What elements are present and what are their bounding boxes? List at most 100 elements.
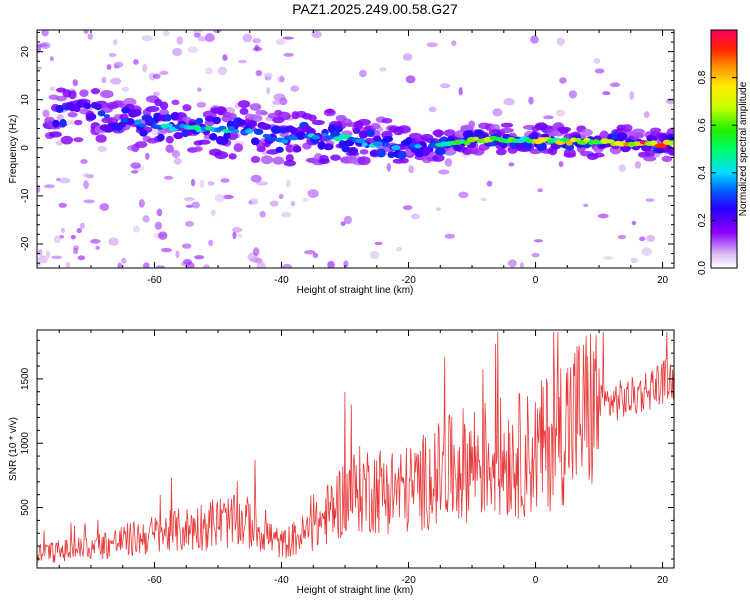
spectrogram-core-cell — [120, 118, 129, 123]
spectrogram-speckle — [37, 184, 41, 193]
colorbar-label: Normalized spectral amplitude — [738, 81, 749, 216]
spectrogram-cell — [249, 103, 262, 111]
spectrogram-speckle — [519, 262, 524, 268]
spectrogram-speckle — [53, 235, 62, 243]
spectrogram-speckle — [197, 87, 202, 93]
spectrogram-ylabel: Frequency (Hz) — [8, 115, 19, 184]
spectrogram-speckle — [232, 231, 237, 240]
spectrogram-core-cell — [355, 138, 366, 143]
spectrogram-speckle — [112, 39, 118, 46]
spectrogram-cell — [85, 112, 97, 121]
spectrogram-speckle — [405, 75, 416, 84]
spectrogram-cell — [352, 127, 361, 134]
spectrogram-core-cell — [288, 136, 299, 141]
spectrogram-speckle — [222, 54, 228, 61]
spectrogram-speckle — [72, 79, 78, 87]
spectrogram-cell — [325, 108, 335, 114]
spectrogram-speckle — [101, 76, 107, 84]
spectrogram-speckle — [108, 237, 119, 246]
spectrogram-speckle — [60, 227, 65, 234]
spectrogram-cell — [209, 133, 218, 141]
spectrogram-core-cell — [565, 140, 573, 146]
spectrogram-speckle — [559, 77, 567, 84]
spectrogram-speckle — [220, 178, 230, 183]
x-tick-label: -20 — [401, 275, 416, 286]
spectrogram-speckle — [255, 69, 263, 77]
colorbar-ticks: 0.0 0.2 0.4 0.6 0.8 — [697, 70, 737, 275]
spectrogram-speckle — [193, 32, 201, 38]
spectrogram-speckle — [80, 159, 88, 164]
spectrogram-speckle — [480, 197, 487, 202]
spectrogram-speckle — [171, 149, 181, 158]
spectrogram-core-cell — [232, 129, 240, 134]
spectrogram-speckle — [252, 46, 263, 52]
spectrogram-speckle — [528, 96, 534, 105]
spectrogram-cell — [323, 143, 334, 151]
spectrogram-cell — [157, 133, 165, 142]
spectrogram-cell — [499, 127, 514, 133]
spectrogram-cell — [197, 139, 211, 145]
spectrogram-speckle — [154, 221, 162, 230]
spectrogram-speckle — [311, 30, 322, 39]
spectrogram-cell — [239, 107, 249, 115]
spectrogram-speckle — [108, 52, 117, 58]
spectrogram-cell — [270, 125, 282, 134]
spectrogram-speckle — [159, 70, 169, 75]
spectrogram-speckle — [65, 261, 71, 268]
spectrogram-speckle — [327, 260, 335, 268]
spectrogram-speckle — [369, 250, 380, 260]
spectrogram-cell — [250, 155, 261, 164]
spectrogram-cell — [495, 148, 507, 156]
spectrogram-speckle — [492, 108, 503, 117]
spectrogram-cell — [387, 151, 396, 159]
spectrogram-cell — [564, 143, 575, 151]
y-tick-label: 1500 — [20, 367, 31, 390]
spectrogram-speckle — [272, 100, 283, 106]
spectrogram-cell — [145, 106, 160, 113]
spectrogram-speckle — [87, 33, 94, 40]
spectrogram-speckle — [643, 111, 650, 119]
spectrogram-cell — [432, 129, 445, 137]
spectrogram-speckle — [213, 30, 222, 34]
spectrogram-cell — [289, 127, 298, 135]
spectrogram-cell — [95, 134, 107, 143]
spectrogram-speckle — [185, 220, 195, 227]
spectrogram-cell — [255, 109, 267, 115]
spectrogram-cell — [60, 135, 74, 145]
spectrogram-speckle — [191, 201, 200, 209]
spectrogram-speckle — [82, 173, 90, 178]
spectrogram-speckle — [95, 246, 101, 250]
spectrogram-cell — [359, 149, 369, 155]
spectrogram-speckle — [266, 87, 271, 95]
spectrogram-speckle — [163, 175, 174, 180]
spectrogram-core-cell — [227, 125, 235, 132]
spectrogram-speckle — [396, 246, 403, 252]
spectrogram-cell — [237, 100, 251, 109]
spectrogram-cell — [285, 154, 294, 163]
spectrogram-cell — [228, 112, 237, 120]
spectrogram-cell — [632, 133, 644, 139]
spectrogram-speckle — [77, 255, 86, 261]
spectrogram-speckle — [269, 200, 279, 207]
spectrogram-speckle — [639, 236, 646, 242]
spectrogram-core-cell — [262, 133, 272, 139]
spectrogram-cell — [246, 120, 258, 128]
spectrogram-cell — [611, 132, 619, 140]
spectrogram-speckle — [503, 97, 515, 106]
snr-frame — [36, 329, 675, 569]
spectrogram-speckle — [618, 164, 626, 173]
spectrogram-cell — [347, 146, 359, 156]
spectrogram-speckle — [113, 61, 124, 68]
spectrogram-speckle — [282, 263, 293, 268]
spectrogram-cell — [55, 104, 64, 113]
spectrogram-xlabel: Height of straight line (km) — [297, 285, 414, 296]
spectrogram-speckle — [402, 205, 413, 211]
colorbar-tick-label: 0.6 — [697, 118, 708, 132]
spectrogram-speckle — [250, 174, 262, 183]
spectrogram-speckle — [83, 199, 95, 204]
spectrogram-speckle — [402, 53, 413, 61]
spectrogram-speckle — [555, 109, 566, 117]
spectrogram-speckle — [70, 234, 76, 240]
spectrogram-speckle — [537, 188, 543, 193]
spectrogram-cell — [83, 102, 92, 110]
